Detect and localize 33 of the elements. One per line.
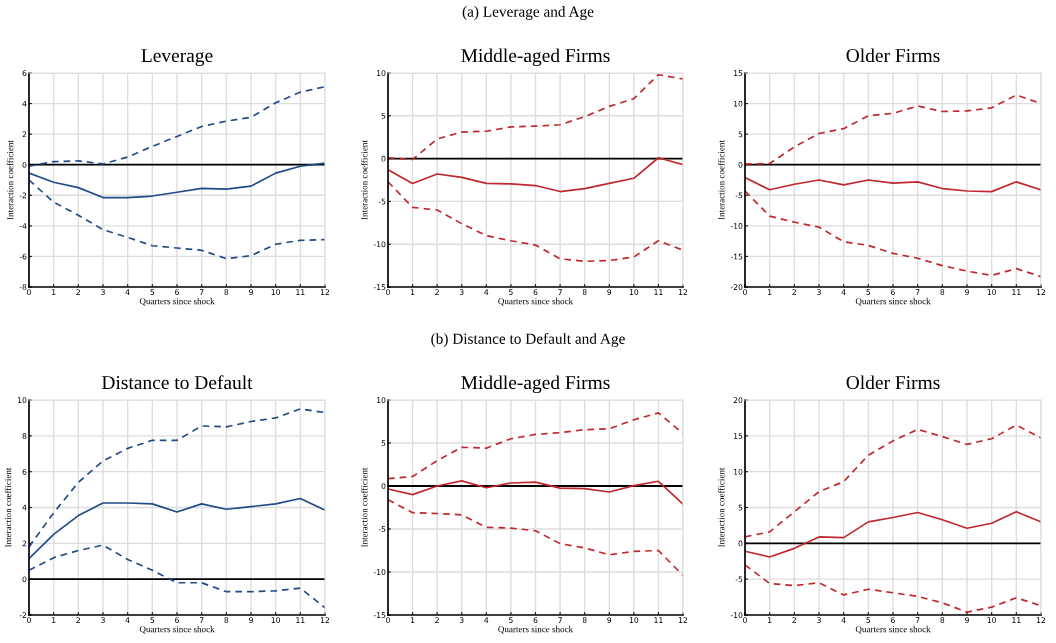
x-axis-title: Quarters since shock — [139, 297, 215, 306]
line-series — [29, 544, 325, 609]
text: (b) Distance to Default and Age — [431, 332, 625, 348]
chart-title: Middle-aged Firms — [461, 375, 610, 394]
text: (a) Leverage and Age — [462, 6, 594, 20]
line-series — [29, 408, 325, 548]
line-series — [745, 176, 1041, 193]
line-series — [745, 190, 1041, 278]
x-axis-title: Quarters since shock — [498, 297, 574, 306]
y-axis-title: Interaction coefficient — [717, 467, 725, 548]
y-axis-title: Interaction coefficient — [360, 467, 368, 548]
y-axis-title: Interaction coefficient — [717, 140, 725, 220]
x-axis-title: Quarters since shock — [855, 297, 931, 306]
y-axis-title: Interaction coefficient — [4, 467, 12, 548]
line-series — [29, 85, 325, 168]
x-axis-title: Quarters since shock — [855, 625, 931, 634]
chart-title: Leverage — [141, 49, 213, 67]
chart-title: Distance to Default — [101, 375, 253, 390]
line-series — [29, 497, 325, 560]
line-series — [29, 162, 325, 199]
chart-title: Older Firms — [846, 48, 940, 63]
line-series — [29, 179, 325, 260]
line-series — [745, 424, 1041, 538]
y-axis-title: Interaction coefficient — [6, 140, 14, 220]
line-series — [388, 480, 683, 505]
y-axis-title: Interaction coefficient — [360, 140, 368, 220]
chart-title: Middle-aged Firms — [461, 48, 610, 67]
line-series — [388, 180, 683, 263]
x-axis-title: Quarters since shock — [139, 625, 215, 634]
chart-title: Older Firms — [846, 375, 940, 390]
line-series — [388, 156, 683, 193]
x-axis-title: Quarters since shock — [498, 625, 574, 634]
line-series — [745, 510, 1041, 558]
